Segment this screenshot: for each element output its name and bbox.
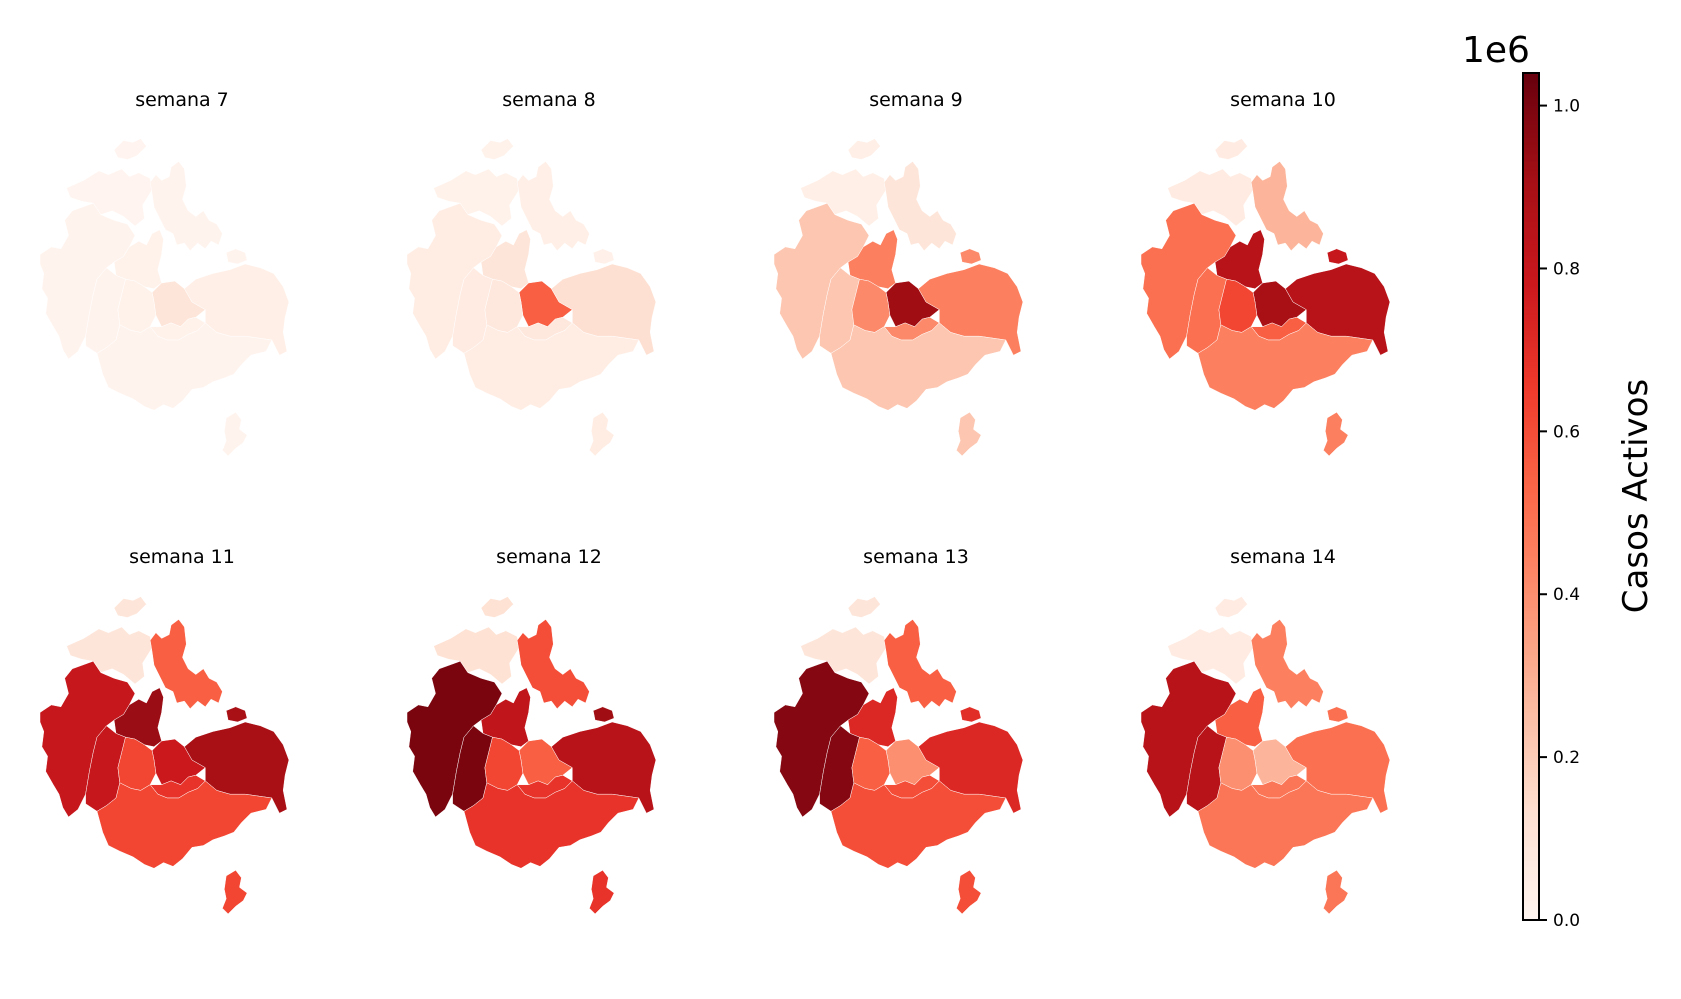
map-regions	[406, 138, 657, 457]
region-sur	[830, 780, 1007, 869]
map-panel: semana 12	[406, 546, 657, 915]
region-isla	[959, 706, 982, 723]
region-noreste	[516, 161, 590, 251]
map-panel: semana 8	[406, 89, 657, 457]
map-panel: semana 9	[773, 89, 1024, 457]
region-isla	[225, 706, 248, 723]
region-noreste	[883, 161, 957, 251]
region-sureste	[1323, 411, 1349, 457]
region-isla	[959, 248, 982, 265]
colorbar-label: Casos Activos	[1616, 379, 1656, 613]
region-noreste	[516, 619, 590, 709]
region-noreste	[883, 619, 957, 709]
map-panel-title: semana 7	[135, 89, 229, 111]
map-panel-title: semana 8	[502, 89, 596, 111]
region-isla	[592, 706, 615, 723]
region-sur	[830, 322, 1007, 411]
map-panel: semana 10	[1140, 89, 1391, 457]
map-panel: semana 13	[773, 546, 1024, 915]
map-regions	[773, 596, 1024, 915]
map-panel-title: semana 12	[496, 546, 602, 568]
map-regions	[773, 138, 1024, 457]
region-noreste	[1250, 161, 1324, 251]
region-sureste	[1323, 869, 1349, 915]
region-sureste	[589, 869, 615, 915]
colorbar-tick-label: 0.8	[1553, 259, 1580, 279]
region-sureste	[956, 869, 982, 915]
colorbar-offset-text: 1e6	[1462, 30, 1530, 71]
region-isla	[225, 248, 248, 265]
map-panel: semana 7	[39, 89, 290, 457]
colorbar-tick-label: 0.4	[1553, 585, 1580, 605]
region-noreste	[149, 619, 223, 709]
region-isla	[1326, 248, 1349, 265]
colorbar-tick-label: 1.0	[1553, 97, 1580, 117]
region-sureste	[222, 869, 248, 915]
region-sureste	[956, 411, 982, 457]
region-noreste	[149, 161, 223, 251]
map-panel-title: semana 13	[863, 546, 969, 568]
map-regions	[406, 596, 657, 915]
region-sur	[96, 780, 273, 869]
map-panel-title: semana 11	[129, 546, 235, 568]
region-isla	[592, 248, 615, 265]
map-regions	[39, 596, 290, 915]
region-isla	[1326, 706, 1349, 723]
region-sur	[463, 780, 640, 869]
colorbar-tick-label: 0.6	[1553, 422, 1580, 442]
region-noreste	[1250, 619, 1324, 709]
region-sur	[1197, 780, 1374, 869]
region-sureste	[222, 411, 248, 457]
region-sur	[96, 322, 273, 411]
small-multiples-maps: semana 7 semana 8 semana 9 semana 10 semana …	[39, 89, 1391, 915]
map-regions	[39, 138, 290, 457]
region-sur	[463, 322, 640, 411]
map-panel: semana 14	[1140, 546, 1391, 915]
map-panel-title: semana 9	[869, 89, 963, 111]
map-panel-title: semana 14	[1230, 546, 1336, 568]
region-sur	[1197, 322, 1374, 411]
colorbar-ticks: 0.0 0.2 0.4 0.6 0.8 1.0	[1539, 97, 1580, 931]
map-regions	[1140, 596, 1391, 915]
region-sureste	[589, 411, 615, 457]
colorbar-tick-label: 0.0	[1553, 911, 1580, 931]
colorbar: 0.0 0.2 0.4 0.6 0.8 1.0 1e6 Casos Activos	[1462, 30, 1656, 931]
map-panel-title: semana 10	[1230, 89, 1336, 111]
colorbar-tick-label: 0.2	[1553, 748, 1580, 768]
map-panel: semana 11	[39, 546, 290, 915]
map-regions	[1140, 138, 1391, 457]
colorbar-gradient	[1522, 72, 1540, 921]
